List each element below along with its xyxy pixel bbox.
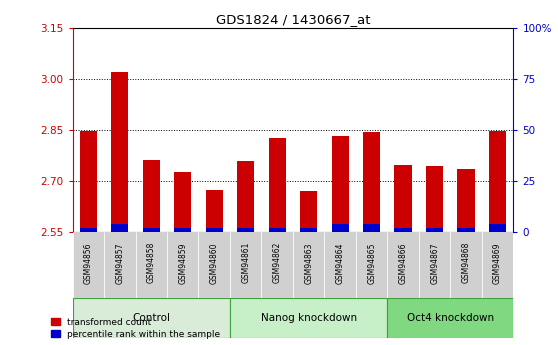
- Text: GSM94861: GSM94861: [241, 242, 250, 283]
- Bar: [293, 232, 324, 298]
- Bar: [237, 228, 254, 232]
- Bar: [387, 232, 419, 298]
- Text: GSM94863: GSM94863: [304, 242, 313, 284]
- Text: GSM94859: GSM94859: [178, 242, 187, 284]
- Bar: [199, 232, 230, 298]
- Bar: [300, 228, 318, 232]
- Bar: [262, 232, 293, 298]
- Text: GSM94864: GSM94864: [336, 242, 345, 284]
- Text: Oct4 knockdown: Oct4 knockdown: [407, 313, 494, 323]
- Text: GSM94868: GSM94868: [461, 242, 470, 283]
- Bar: [205, 189, 223, 232]
- Bar: [73, 232, 104, 298]
- Text: protocol: protocol: [77, 313, 120, 323]
- Bar: [174, 172, 191, 232]
- Bar: [458, 228, 475, 232]
- Text: Control: Control: [132, 313, 170, 323]
- Bar: [489, 224, 506, 232]
- Bar: [395, 165, 412, 232]
- Bar: [489, 131, 506, 232]
- Bar: [143, 160, 160, 232]
- Legend: transformed count, percentile rank within the sample: transformed count, percentile rank withi…: [49, 316, 222, 341]
- Bar: [167, 232, 199, 298]
- Bar: [111, 72, 128, 232]
- Text: GSM94869: GSM94869: [493, 242, 502, 284]
- Text: Nanog knockdown: Nanog knockdown: [261, 313, 357, 323]
- Bar: [136, 232, 167, 298]
- Bar: [73, 298, 230, 338]
- Bar: [331, 224, 349, 232]
- Bar: [363, 224, 381, 232]
- Bar: [268, 228, 286, 232]
- Bar: [80, 130, 97, 232]
- Bar: [419, 232, 450, 298]
- Bar: [104, 232, 136, 298]
- Text: GSM94862: GSM94862: [273, 242, 282, 283]
- Text: GSM94866: GSM94866: [398, 242, 408, 284]
- Bar: [458, 169, 475, 232]
- Bar: [143, 228, 160, 232]
- Bar: [111, 224, 128, 232]
- Bar: [230, 298, 387, 338]
- Bar: [331, 136, 349, 232]
- Bar: [80, 228, 97, 232]
- Bar: [205, 228, 223, 232]
- Bar: [482, 232, 513, 298]
- Bar: [395, 228, 412, 232]
- Bar: [363, 132, 381, 232]
- Bar: [174, 228, 191, 232]
- Text: GSM94858: GSM94858: [147, 242, 156, 283]
- Bar: [324, 232, 356, 298]
- Text: GSM94867: GSM94867: [430, 242, 439, 284]
- Text: GSM94856: GSM94856: [84, 242, 93, 284]
- Bar: [230, 232, 262, 298]
- Text: GSM94860: GSM94860: [210, 242, 219, 284]
- Text: GSM94857: GSM94857: [116, 242, 124, 284]
- Bar: [268, 138, 286, 232]
- Bar: [426, 166, 443, 232]
- Title: GDS1824 / 1430667_at: GDS1824 / 1430667_at: [216, 13, 370, 27]
- Bar: [237, 161, 254, 232]
- Bar: [426, 228, 443, 232]
- Bar: [387, 298, 513, 338]
- Bar: [450, 232, 482, 298]
- Bar: [356, 232, 387, 298]
- Bar: [300, 190, 318, 232]
- Text: GSM94865: GSM94865: [367, 242, 376, 284]
